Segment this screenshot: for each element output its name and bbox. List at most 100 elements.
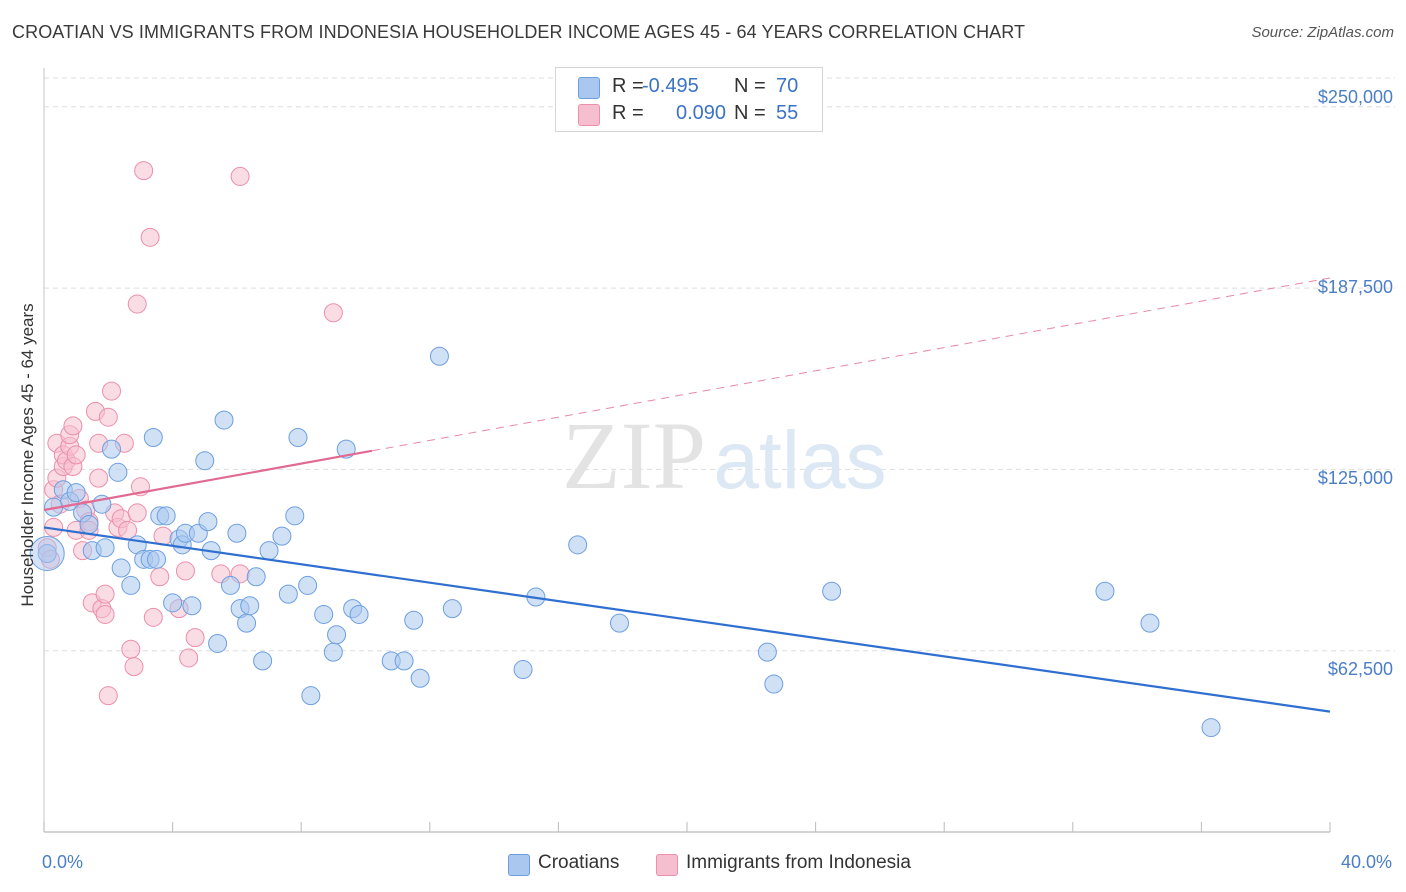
y-tick-187500: $187,500	[1317, 277, 1393, 297]
legend-swatch-pink	[578, 104, 600, 126]
croatians-point-25	[182, 596, 202, 616]
legend-label-croatians: Croatians	[538, 852, 620, 873]
croatians-point-17	[143, 427, 163, 447]
croatians-point-36	[240, 596, 260, 616]
croatians-point-61	[609, 613, 629, 633]
croatians-point-11	[108, 462, 128, 482]
indonesia-point-53	[323, 303, 343, 323]
croatians-point-66	[1140, 613, 1160, 633]
indonesia-point-26	[95, 584, 115, 604]
croatians-point-48	[327, 625, 347, 645]
indonesia-point-27	[95, 604, 115, 624]
legend-r-label: R =	[612, 102, 644, 124]
croatians-point-35	[237, 613, 257, 633]
croatians-point-12	[111, 558, 131, 578]
croatians-point-6	[79, 515, 99, 535]
croatians-point-21	[163, 593, 183, 613]
legend-n-value: 55	[776, 102, 799, 124]
croatians-point-10	[102, 439, 122, 459]
croatians-point-32	[220, 575, 240, 595]
legend-swatch-pink	[656, 854, 678, 876]
watermark-zip: ZIP	[562, 402, 706, 509]
x-tick-min: 0.0%	[42, 852, 84, 872]
croatians-point-62	[757, 642, 777, 662]
croatians-point-53	[394, 651, 414, 671]
indonesia-point-38	[127, 503, 147, 523]
y-axis-label: Householder Income Ages 45 - 64 years	[18, 303, 37, 607]
croatians-point-55	[410, 668, 430, 688]
croatians-point-37	[246, 567, 266, 587]
indonesia-point-47	[175, 561, 195, 581]
croatians-point-28	[198, 512, 218, 532]
croatians-point-47	[323, 642, 343, 662]
croatians-point-57	[442, 599, 462, 619]
grid-lines	[44, 77, 1395, 652]
croatians-point-20	[156, 506, 176, 526]
legend-n-label: N =	[734, 75, 766, 97]
indonesia-point-39	[127, 294, 147, 314]
croatians-trend-line	[43, 526, 1331, 713]
croatians-point-67	[1201, 718, 1221, 738]
croatians-point-27	[195, 451, 215, 471]
indonesia-point-41	[134, 161, 154, 181]
croatians-point-41	[278, 584, 298, 604]
croatians-point-4	[66, 483, 86, 503]
trend-lines	[43, 277, 1331, 713]
indonesia-point-24	[89, 468, 109, 488]
croatians-point-45	[301, 686, 321, 706]
croatians-point-18	[147, 549, 167, 569]
axes	[43, 68, 1331, 833]
croatians-point-cluster	[29, 536, 65, 572]
croatians-point-63	[764, 674, 784, 694]
indonesia-point-48	[179, 648, 199, 668]
croatians-point-64	[822, 581, 842, 601]
indonesia-point-42	[140, 227, 160, 247]
legend-n-value: 70	[776, 75, 799, 97]
croatians-point-13	[121, 575, 141, 595]
x-tick-max: 40.0%	[1340, 852, 1392, 872]
indonesia-point-29	[98, 407, 118, 427]
indonesia-point-43	[143, 607, 163, 627]
series-croatians-points	[29, 346, 1221, 738]
series-legend: Croatians Immigrants from Indonesia	[0, 850, 1406, 880]
croatians-point-40	[272, 526, 292, 546]
croatians-point-30	[208, 633, 228, 653]
indonesia-trend-line-solid	[43, 449, 373, 512]
croatians-point-43	[288, 427, 308, 447]
legend-label-indonesia: Immigrants from Indonesia	[686, 852, 911, 873]
croatians-point-44	[298, 575, 318, 595]
indonesia-point-28	[98, 686, 118, 706]
y-tick-250000: $250,000	[1317, 87, 1393, 107]
correlation-legend: R = -0.495 N = 70 R = 0.090 N = 55	[555, 67, 823, 132]
indonesia-point-52	[230, 166, 250, 186]
legend-swatch-blue	[578, 77, 600, 99]
chart-title: CROATIAN VS IMMIGRANTS FROM INDONESIA HO…	[12, 22, 1026, 42]
croatians-point-42	[285, 506, 305, 526]
croatians-point-31	[214, 410, 234, 430]
croatians-point-60	[568, 535, 588, 555]
croatians-point-54	[404, 610, 424, 630]
legend-r-label: R =	[612, 75, 644, 97]
indonesia-point-45	[153, 526, 173, 546]
croatians-point-33	[227, 523, 247, 543]
legend-n-label: N =	[734, 102, 766, 124]
croatians-point-46	[314, 604, 334, 624]
indonesia-point-44	[150, 567, 170, 587]
legend-swatch-blue	[508, 854, 530, 876]
indonesia-point-30	[102, 381, 122, 401]
y-tick-62500: $62,500	[1327, 659, 1393, 679]
croatians-point-9	[95, 538, 115, 558]
chart-source: Source: ZipAtlas.com	[1251, 24, 1394, 41]
y-tick-125000: $125,000	[1317, 468, 1393, 488]
indonesia-point-49	[185, 628, 205, 648]
croatians-point-39	[259, 541, 279, 561]
croatians-point-65	[1095, 581, 1115, 601]
croatians-point-58	[513, 660, 533, 680]
legend-r-value: -0.495	[642, 75, 699, 97]
indonesia-point-36	[121, 639, 141, 659]
croatians-point-38	[253, 651, 273, 671]
indonesia-point-13	[63, 416, 83, 436]
croatians-point-51	[349, 604, 369, 624]
croatians-point-56	[429, 346, 449, 366]
